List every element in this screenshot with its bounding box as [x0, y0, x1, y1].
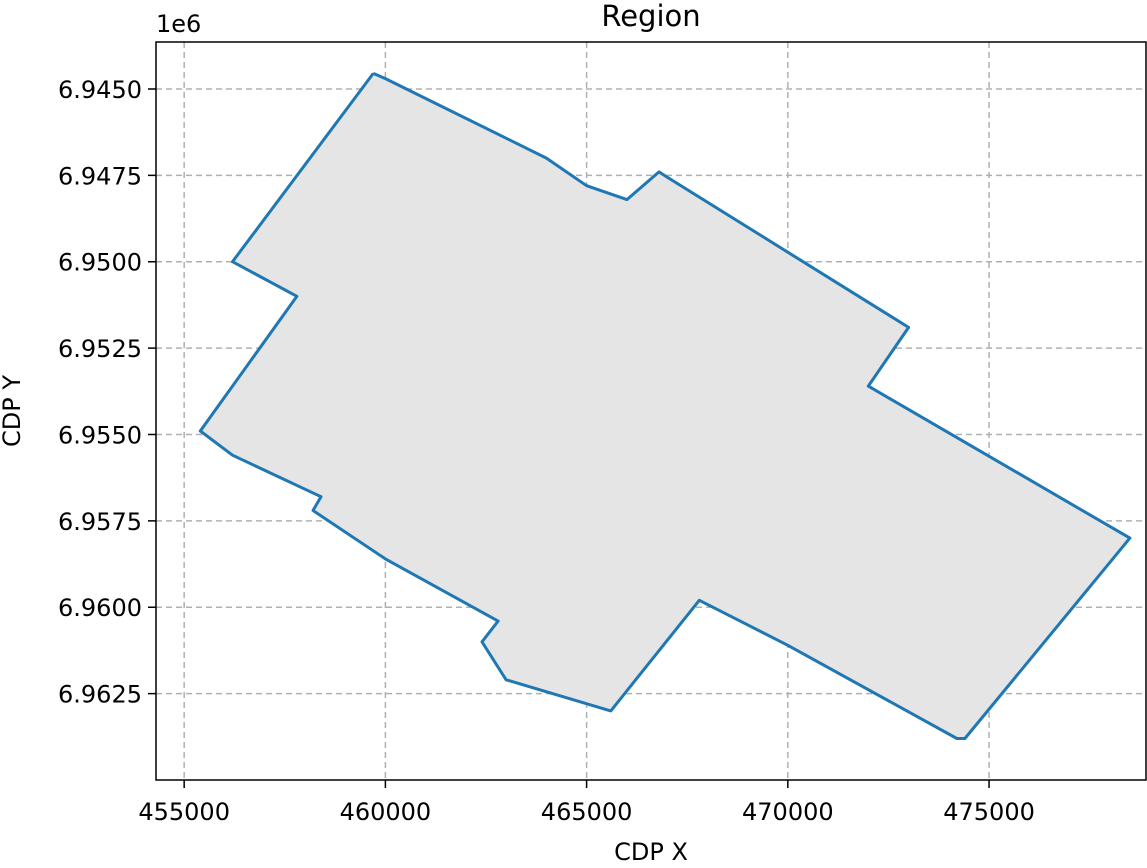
y-tick-label: 6.9600: [58, 594, 142, 622]
y-tick-label: 6.9575: [58, 508, 142, 536]
x-axis-label: CDP X: [614, 838, 688, 866]
x-tick-label: 465000: [541, 798, 633, 826]
y-tick-label: 6.9450: [58, 76, 142, 104]
x-tick-label: 470000: [742, 798, 834, 826]
region-fill: [200, 73, 1130, 739]
x-tick-label: 455000: [138, 798, 230, 826]
region-outline: [198, 72, 1132, 740]
y-tick-label: 6.9475: [58, 162, 142, 190]
x-tick-label: 460000: [340, 798, 432, 826]
x-tick-label: 475000: [943, 798, 1035, 826]
y-tick-label: 6.9550: [58, 421, 142, 449]
plot-frame: [155, 41, 1147, 781]
y-tick-label: 6.9500: [58, 249, 142, 277]
y-axis-offset-label: 1e6: [156, 10, 201, 38]
series-layer: [198, 72, 1132, 740]
y-tick-label: 6.9625: [58, 681, 142, 709]
y-axis-label: CDP Y: [0, 375, 26, 447]
ticks: 455000 460000 465000 470000 475000 6.9450 6.94…: [58, 76, 1035, 826]
y-tick-label: 6.9525: [58, 335, 142, 363]
chart-title: Region: [601, 0, 700, 33]
